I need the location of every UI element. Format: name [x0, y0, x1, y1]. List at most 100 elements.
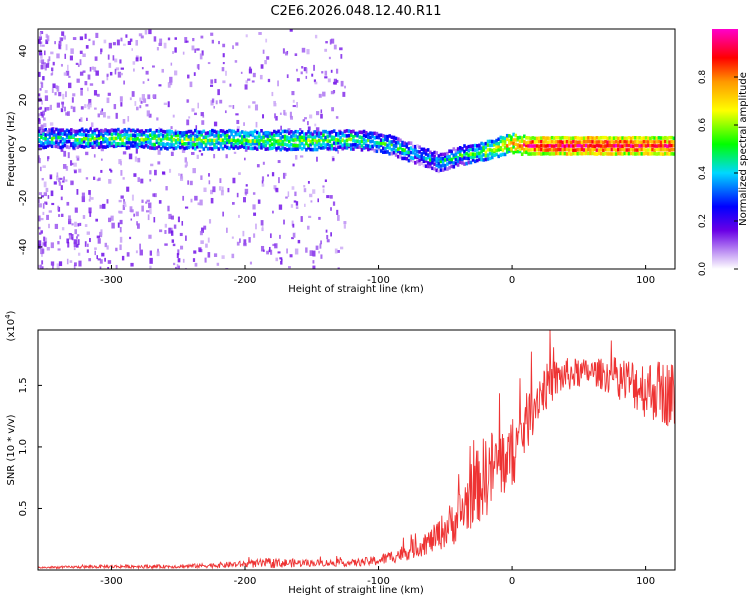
heatmap-cell	[101, 80, 105, 84]
heatmap-cell	[73, 239, 78, 245]
heatmap-cell	[213, 153, 216, 159]
heatmap-cell	[172, 137, 176, 142]
heatmap-cell	[307, 134, 310, 139]
heatmap-cell	[226, 145, 229, 150]
heatmap-cell	[106, 144, 109, 149]
heatmap-cell	[193, 133, 197, 138]
heatmap-cell	[416, 144, 419, 148]
heatmap-cell	[38, 93, 41, 97]
heatmap-cell	[87, 144, 90, 149]
heatmap-cell	[356, 139, 359, 143]
heatmap-cell	[322, 142, 325, 146]
heatmap-cell	[76, 138, 80, 142]
heatmap-cell	[91, 66, 95, 70]
heatmap-cell	[593, 140, 597, 144]
heatmap-cell	[275, 187, 279, 193]
heatmap-cell	[99, 140, 103, 145]
heatmap-cell	[298, 145, 302, 150]
heatmap-cell	[73, 170, 77, 174]
heatmap-cell	[55, 140, 58, 145]
heatmap-cell	[161, 144, 165, 149]
heatmap-cell	[252, 192, 256, 195]
heatmap-cell	[401, 156, 404, 161]
heatmap-cell	[546, 136, 550, 140]
heatmap-cell	[243, 134, 246, 139]
heatmap-cell	[501, 136, 505, 140]
heatmap-cell	[379, 138, 383, 142]
heatmap-cell	[155, 140, 159, 145]
heatmap-cell	[621, 147, 624, 152]
heatmap-cell	[42, 132, 45, 137]
heatmap-cell	[90, 122, 94, 128]
heatmap-cell	[298, 139, 302, 143]
heatmap-cell	[275, 149, 278, 152]
heatmap-cell	[313, 79, 317, 83]
heatmap-cell	[476, 144, 479, 148]
heatmap-cell	[527, 140, 530, 145]
heatmap-cell	[296, 137, 300, 142]
heatmap-cell	[54, 41, 56, 45]
heatmap-cell	[109, 168, 112, 171]
heatmap-cell	[510, 135, 513, 140]
heatmap-cell	[572, 151, 575, 156]
heatmap-cell	[471, 158, 475, 162]
heatmap-cell	[252, 204, 256, 210]
heatmap-cell	[87, 141, 90, 146]
heatmap-cell	[145, 201, 148, 204]
heatmap-cell	[140, 178, 144, 184]
heatmap-cell	[243, 131, 246, 135]
heatmap-cell	[326, 134, 330, 139]
heatmap-cell	[281, 142, 285, 146]
heatmap-cell	[279, 112, 282, 115]
heatmap-cell	[257, 199, 261, 204]
heatmap-cell	[106, 245, 109, 250]
heatmap-cell	[121, 143, 124, 148]
heatmap-cell	[91, 136, 95, 140]
heatmap-cell	[629, 140, 633, 144]
heatmap-cell	[523, 150, 526, 154]
heatmap-cell	[212, 186, 216, 193]
heatmap-cell	[651, 135, 654, 140]
heatmap-cell	[236, 146, 240, 150]
heatmap-cell	[247, 78, 251, 81]
heatmap-cell	[264, 130, 268, 135]
heatmap-cell	[540, 147, 543, 152]
spectrogram-x-label: Height of straight line (km)	[288, 284, 424, 295]
heatmap-cell	[216, 262, 220, 266]
heatmap-cell	[435, 159, 439, 164]
heatmap-cell	[497, 137, 500, 142]
heatmap-cell	[661, 152, 665, 156]
heatmap-cell	[309, 250, 313, 256]
heatmap-cell	[144, 139, 148, 144]
heatmap-cell	[655, 152, 659, 156]
heatmap-cell	[285, 143, 289, 147]
heatmap-cell	[249, 132, 253, 137]
heatmap-cell	[433, 162, 436, 166]
heatmap-cell	[324, 143, 327, 147]
heatmap-cell	[364, 131, 368, 135]
heatmap-cell	[68, 232, 72, 236]
heatmap-cell	[151, 131, 154, 135]
heatmap-cell	[123, 199, 125, 204]
heatmap-cell	[102, 129, 105, 134]
heatmap-cell	[431, 166, 434, 171]
heatmap-cell	[118, 199, 122, 203]
heatmap-cell	[516, 136, 520, 140]
heatmap-cell	[222, 80, 226, 84]
heatmap-cell	[302, 138, 306, 142]
heatmap-cell	[640, 136, 644, 141]
heatmap-cell	[505, 133, 509, 138]
heatmap-cell	[228, 135, 231, 139]
heatmap-cell	[255, 121, 258, 128]
heatmap-cell	[296, 101, 298, 108]
heatmap-cell	[666, 140, 669, 144]
heatmap-cell	[179, 138, 182, 143]
heatmap-cell	[401, 151, 404, 156]
heatmap-cell	[136, 106, 139, 111]
heatmap-cell	[125, 132, 129, 137]
heatmap-cell	[418, 158, 421, 163]
heatmap-cell	[666, 152, 669, 156]
heatmap-cell	[285, 129, 289, 134]
heatmap-cell	[317, 145, 321, 150]
heatmap-cell	[133, 213, 135, 217]
